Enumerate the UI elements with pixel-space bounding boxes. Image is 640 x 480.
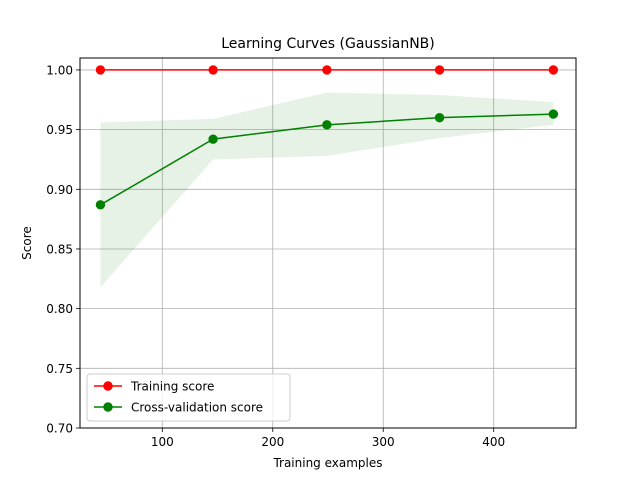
series-0-point-4 (548, 65, 559, 75)
x-axis-label: Training examples (272, 456, 382, 470)
series-0-point-0 (95, 65, 106, 75)
series-markers (95, 65, 559, 210)
x-axis-ticks: 100 200 300 400 (151, 428, 505, 449)
series-1-point-2 (322, 120, 332, 130)
series-1-point-4 (548, 109, 559, 119)
series-1-point-3 (434, 112, 445, 123)
y-tick-label-1: 0.75 (46, 362, 73, 376)
x-tick-label-1: 200 (261, 435, 284, 449)
legend: Training score Cross-validation score (86, 373, 291, 422)
series-1-point-0 (95, 200, 106, 210)
legend-training-label: Training score (130, 380, 214, 394)
chart-title: Learning Curves (GaussianNB) (221, 36, 435, 52)
y-tick-label-2: 0.80 (46, 302, 73, 316)
series-1-point-1 (208, 134, 218, 144)
legend-training-marker (103, 381, 113, 391)
series-0-point-3 (434, 65, 445, 75)
x-tick-label-0: 100 (151, 435, 174, 449)
y-axis-ticks: 0.70 0.75 0.80 0.85 0.90 0.95 1.00 (46, 63, 80, 436)
x-tick-label-3: 400 (482, 435, 505, 449)
y-tick-label-0: 0.70 (46, 422, 73, 436)
y-tick-label-4: 0.90 (46, 183, 73, 197)
plot-frame (79, 57, 577, 429)
y-axis-label: Score (20, 226, 34, 260)
y-tick-label-3: 0.85 (46, 242, 73, 256)
y-tick-label-5: 0.95 (46, 123, 73, 137)
y-tick-label-6: 1.00 (46, 63, 73, 77)
legend-box (86, 373, 291, 422)
series-0-point-1 (208, 65, 218, 75)
x-tick-label-2: 300 (372, 435, 395, 449)
series-0-point-2 (322, 65, 332, 75)
legend-cv-label: Cross-validation score (131, 401, 263, 415)
legend-cv-marker (103, 402, 113, 412)
